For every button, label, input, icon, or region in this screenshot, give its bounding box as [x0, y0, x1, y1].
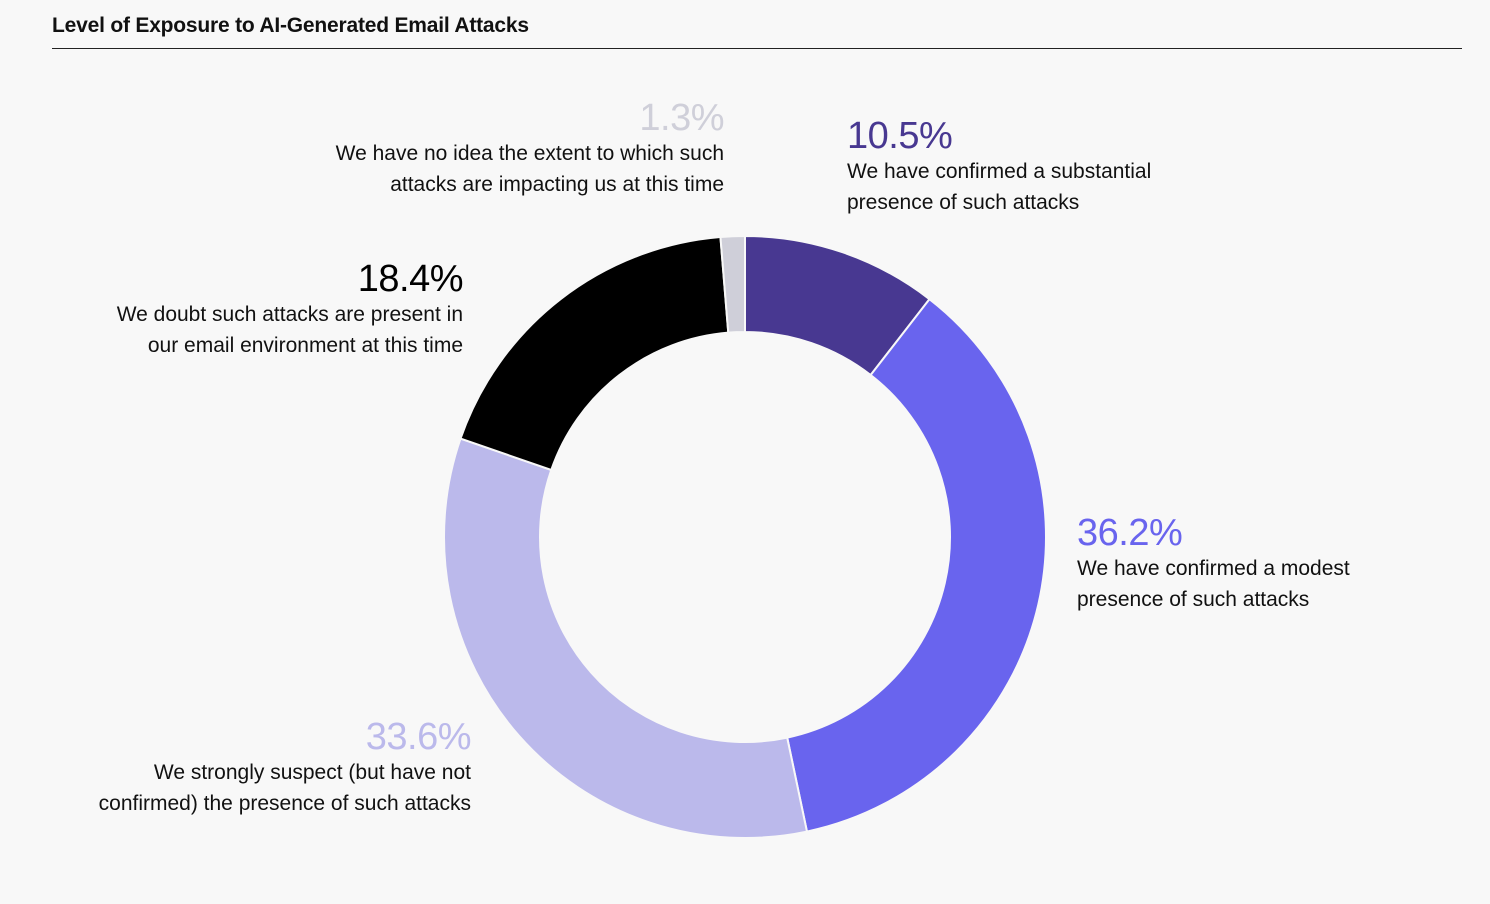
label-strongly-suspect: 33.6% We strongly suspect (but have not … — [98, 716, 472, 819]
slice-doubt-present — [459, 235, 730, 472]
title-divider — [52, 48, 1462, 49]
chart-title: Level of Exposure to AI-Generated Email … — [52, 14, 529, 37]
desc-line-2: attacks are impacting us at this time — [390, 173, 724, 196]
desc-line-2: confirmed) the presence of such attacks — [98, 792, 471, 815]
label-doubt-present: 18.4% We doubt such attacks are present … — [116, 258, 464, 361]
pct-label-confirmed-modest: 36.2% — [1077, 512, 1183, 554]
desc-line-2: presence of such attacks — [1077, 588, 1310, 611]
desc-line-1: We have confirmed a modest — [1077, 557, 1350, 580]
desc-line-2: our email environment at this time — [147, 334, 463, 357]
slice-no-idea — [719, 234, 746, 334]
pct-label-no-idea: 1.3% — [639, 97, 724, 139]
desc-line-1: We have no idea the extent to which such — [335, 142, 724, 165]
pct-label-confirmed-substantial: 10.5% — [847, 115, 953, 157]
desc-line-2: presence of such attacks — [847, 191, 1080, 214]
label-confirmed-modest: 36.2% We have confirmed a modest presenc… — [1077, 513, 1350, 615]
label-confirmed-substantial: 10.5% We have confirmed a substantial pr… — [847, 116, 1151, 218]
desc-line-1: We have confirmed a substantial — [847, 160, 1152, 183]
desc-line-1: We doubt such attacks are present in — [116, 303, 463, 326]
slice-confirmed-modest — [786, 297, 1047, 833]
pct-label-doubt-present: 18.4% — [357, 258, 464, 300]
pct-label-strongly-suspect: 33.6% — [365, 716, 472, 758]
slice-strongly-suspect — [443, 437, 809, 839]
desc-line-1: We strongly suspect (but have not — [153, 761, 471, 784]
label-no-idea: 1.3% We have no idea the extent to which… — [335, 97, 725, 200]
